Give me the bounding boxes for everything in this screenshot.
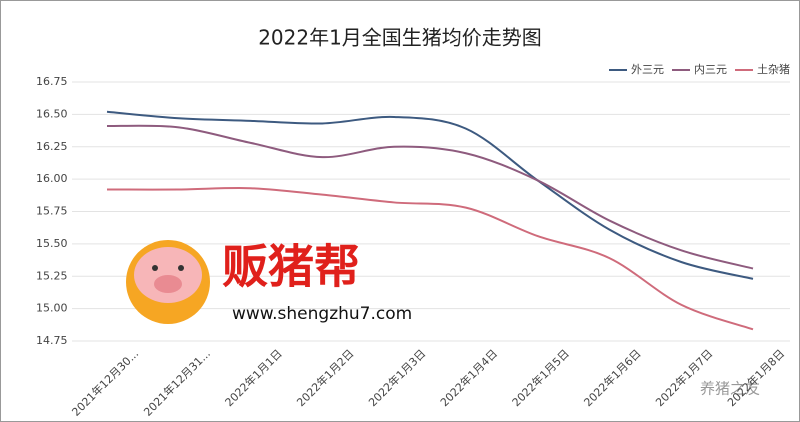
series-line [106,186,754,331]
watermark-account: 养猪之友 [700,380,760,398]
y-tick-label: 15.00 [36,302,68,315]
y-tick-label: 16.50 [36,107,68,120]
legend-label: 内三元 [694,62,727,76]
logo-snout [154,275,182,293]
series-line [106,124,754,270]
series-line [106,110,754,280]
chart-title: 2022年1月全国生猪均价走势图 [258,26,542,50]
y-tick-label: 15.50 [36,237,68,250]
watermark-url: www.shengzhu7.com [232,304,412,324]
y-tick-label: 15.25 [36,269,68,282]
legend-label: 外三元 [631,63,664,76]
y-tick-label: 16.75 [36,75,68,88]
legend-label: 土杂猪 [757,63,790,76]
watermark: 贩猪帮 www.shengzhu7.com 养猪之友 [126,240,760,398]
watermark-brand: 贩猪帮 [222,240,360,294]
y-tick-label: 14.75 [36,334,68,347]
y-tick-label: 15.75 [36,205,68,218]
y-tick-label: 16.25 [36,140,68,153]
y-tick-label: 16.00 [36,172,68,185]
logo-eye [152,265,158,271]
logo-eye [178,265,184,271]
